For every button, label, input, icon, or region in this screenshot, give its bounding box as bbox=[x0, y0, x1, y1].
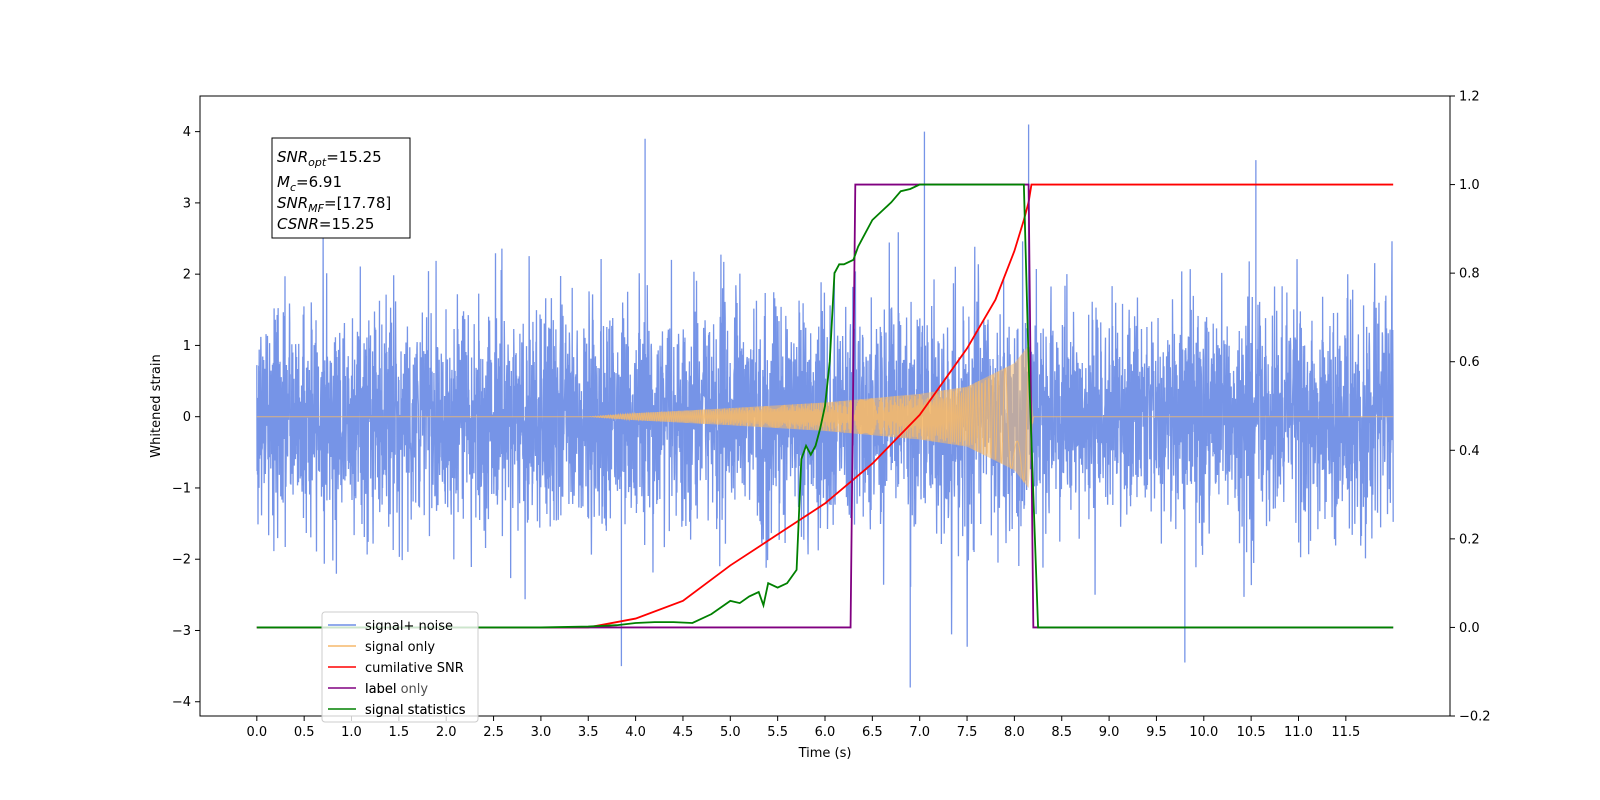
x-tick-label: 2.0 bbox=[436, 725, 457, 740]
x-tick-label: 10.0 bbox=[1189, 725, 1218, 740]
x-tick-label: 8.5 bbox=[1051, 725, 1072, 740]
series-signal-only-envelope bbox=[256, 345, 1394, 488]
y-tick-label: −1 bbox=[172, 481, 191, 496]
x-tick-label: 3.0 bbox=[531, 725, 552, 740]
x-tick-label: 9.0 bbox=[1099, 725, 1120, 740]
legend-ghost-label-only: label only bbox=[365, 682, 428, 697]
y-tick-label: 1 bbox=[183, 339, 191, 354]
legend-frame bbox=[321, 611, 479, 723]
x-tick-label: 0.5 bbox=[294, 725, 315, 740]
x-tick-label: 1.0 bbox=[341, 725, 362, 740]
y-tick-label: 0 bbox=[183, 410, 191, 425]
y-tick-label: −2 bbox=[172, 553, 191, 568]
annotation-frame bbox=[271, 137, 411, 239]
legend-label-cumilative-snr: cumilative SNR bbox=[365, 661, 464, 676]
legend-label-signal-only: signal only bbox=[365, 640, 435, 655]
annotation-box: SNRopt=15.25 Mc=6.91 SNRMF=[17.78] CSNR=… bbox=[271, 137, 411, 239]
y-tick-label: 4 bbox=[183, 125, 191, 140]
x-tick-label: 4.5 bbox=[673, 725, 694, 740]
legend-label-label: label bbox=[365, 682, 396, 697]
series-layer bbox=[256, 124, 1394, 688]
legend-ghost-signal-statistics: signal statistics bbox=[365, 703, 466, 718]
y2-tick-label: 0.8 bbox=[1459, 267, 1480, 282]
x-tick-label: 8.0 bbox=[1004, 725, 1025, 740]
x-tick-label: 4.0 bbox=[625, 725, 646, 740]
series-signal-noise bbox=[256, 124, 1394, 688]
y2-tick-label: 0.0 bbox=[1459, 621, 1480, 636]
legend: label only signal statistics signal+ noi… bbox=[321, 611, 479, 723]
annotation-line-snr-opt: SNRopt=15.25 bbox=[277, 148, 382, 169]
ticks-layer: 0.0 0.5 1.0 1.5 2.0 2.5 3.0 3.5 4.0 4.5 5.0 5.5 6.0 6… bbox=[172, 90, 1491, 741]
x-tick-label: 10.5 bbox=[1237, 725, 1266, 740]
x-tick-label: 11.0 bbox=[1284, 725, 1313, 740]
y-tick-label: −3 bbox=[172, 624, 191, 639]
y2-tick-label: 1.0 bbox=[1459, 178, 1480, 193]
x-tick-label: 5.5 bbox=[767, 725, 788, 740]
x-tick-label: 7.0 bbox=[909, 725, 930, 740]
y-axis-label: Whitened strain bbox=[149, 354, 164, 457]
x-tick-label: 6.5 bbox=[862, 725, 883, 740]
legend-label-signal-statistics: signal statistics bbox=[365, 703, 466, 718]
series-cumilative-snr bbox=[256, 183, 1394, 629]
x-tick-label: 11.5 bbox=[1331, 725, 1360, 740]
x-tick-label: 1.5 bbox=[389, 725, 410, 740]
y2-tick-label: 0.6 bbox=[1459, 355, 1480, 370]
y2-tick-label: −0.2 bbox=[1459, 710, 1491, 725]
x-tick-label: 0.0 bbox=[246, 725, 267, 740]
y2-tick-label: 1.2 bbox=[1459, 90, 1480, 105]
y-tick-label: −4 bbox=[172, 695, 191, 710]
annotation-line-csnr: CSNR=15.25 bbox=[277, 215, 374, 233]
x-tick-label: 3.5 bbox=[578, 725, 599, 740]
x-tick-label: 9.5 bbox=[1146, 725, 1167, 740]
y2-tick-label: 0.4 bbox=[1459, 444, 1480, 459]
x-tick-label: 7.5 bbox=[957, 725, 978, 740]
annotation-line-snr-mf: SNRMF=[17.78] bbox=[277, 194, 391, 215]
y2-tick-label: 0.2 bbox=[1459, 532, 1480, 547]
series-signal-statistics bbox=[256, 183, 1394, 629]
legend-label-signal-noise: signal+ noise bbox=[365, 619, 453, 634]
x-tick-label: 2.5 bbox=[483, 725, 504, 740]
y-tick-label: 2 bbox=[183, 268, 191, 283]
x-tick-label: 6.0 bbox=[815, 725, 836, 740]
x-axis-label: Time (s) bbox=[798, 746, 852, 761]
annotation-line-mc: Mc=6.91 bbox=[277, 173, 342, 194]
x-tick-label: 5.0 bbox=[720, 725, 741, 740]
y-tick-label: 3 bbox=[183, 196, 191, 211]
